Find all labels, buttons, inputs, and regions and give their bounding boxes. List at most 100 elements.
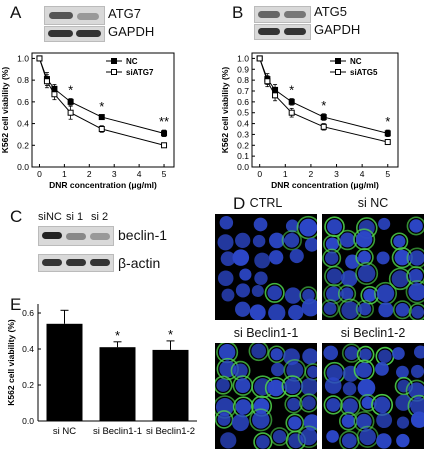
chart-a-xtick-label: 4 bbox=[137, 169, 142, 179]
cell-membrane-stain bbox=[406, 216, 424, 236]
chart-b-point bbox=[384, 130, 391, 137]
chart-a-significance-mark: * bbox=[99, 99, 104, 114]
chart-b-legend-marker bbox=[335, 58, 341, 64]
chart-a-axes-frame bbox=[31, 52, 175, 168]
blot-label-atg7: ATG7 bbox=[108, 6, 141, 21]
chart-a-ylabel: K562 cell viability (%) bbox=[0, 67, 10, 154]
lane-label-si1: si 1 bbox=[66, 211, 84, 223]
chart-b-xtick-label: 4 bbox=[360, 169, 365, 179]
cell-nucleus bbox=[409, 219, 423, 233]
cell-nucleus bbox=[270, 348, 283, 361]
chart-b-ytick-label: 0.2 bbox=[237, 140, 249, 150]
chart-a-significance-mark: ** bbox=[159, 114, 169, 129]
cell-nucleus bbox=[378, 302, 394, 318]
cell-membrane-stain bbox=[299, 393, 317, 413]
cell-nucleus bbox=[254, 252, 271, 269]
cell-nucleus bbox=[253, 217, 268, 232]
cell-nucleus bbox=[395, 303, 410, 317]
cell-nucleus bbox=[361, 396, 374, 409]
cell-membrane-stain bbox=[392, 300, 412, 320]
chart-a-xtick-label: 5 bbox=[162, 169, 167, 179]
cell-nucleus bbox=[410, 397, 424, 416]
cell-nucleus bbox=[357, 378, 376, 397]
chart-b-legend-label: NC bbox=[350, 57, 362, 66]
cell-nucleus bbox=[288, 433, 304, 449]
chart-b-legend-label: siATG5 bbox=[350, 68, 378, 77]
micro-label-beclin1-1: si Beclin1-1 bbox=[233, 326, 299, 340]
chart-b-ylabel: K562 cell viability (%) bbox=[220, 67, 230, 154]
chart-a-xtick-label: 2 bbox=[87, 169, 92, 179]
chart-a-ytick-label: 1.0 bbox=[17, 53, 29, 63]
chart-e-bar bbox=[152, 349, 189, 421]
chart-b-ytick-label: 0.5 bbox=[237, 108, 249, 118]
chart-a-xtick-label: 0 bbox=[37, 169, 42, 179]
cell-nucleus bbox=[268, 250, 284, 265]
chart-a-point bbox=[161, 130, 168, 137]
cell-nucleus bbox=[252, 234, 266, 248]
chart-a-point bbox=[51, 91, 58, 98]
cell-nucleus bbox=[233, 363, 248, 378]
blot-gapdh-a bbox=[44, 26, 105, 42]
cell-nucleus bbox=[408, 282, 424, 301]
chart-a-xtick-label: 3 bbox=[112, 169, 117, 179]
chart-a-ytick-label: 0.2 bbox=[17, 140, 29, 150]
chart-e-significance-mark: * bbox=[115, 328, 120, 343]
cell-nucleus bbox=[288, 304, 304, 320]
chart-b-significance-mark: * bbox=[289, 83, 294, 98]
cell-nucleus bbox=[376, 284, 395, 303]
cell-nucleus bbox=[326, 364, 343, 381]
chart-b-point bbox=[384, 139, 391, 146]
cell-nucleus bbox=[307, 365, 317, 378]
cell-membrane-stain bbox=[355, 262, 379, 285]
cell-membrane-stain bbox=[215, 375, 233, 395]
chart-b-ytick-label: 0.3 bbox=[237, 129, 249, 139]
cell-membrane-stain bbox=[297, 425, 317, 449]
micro-label-ctrl: CTRL bbox=[249, 196, 283, 210]
cell-nucleus bbox=[235, 399, 252, 415]
cell-nucleus bbox=[363, 288, 377, 302]
chart-a-ytick-label: 0.0 bbox=[17, 162, 29, 172]
chart-b-series-line-1 bbox=[259, 58, 388, 143]
cell-nucleus bbox=[284, 232, 300, 248]
cell-nucleus bbox=[239, 268, 252, 281]
chart-a-point bbox=[67, 98, 74, 105]
chart-a-point bbox=[43, 78, 50, 85]
panel-letter-a: A bbox=[10, 3, 22, 22]
cell-nucleus bbox=[355, 231, 373, 248]
cell-nucleus bbox=[396, 416, 410, 429]
cell-nucleus bbox=[324, 251, 339, 265]
cell-membrane-stain bbox=[253, 432, 273, 449]
chart-a-point bbox=[36, 55, 43, 62]
chart-b-xlabel: DNR concentration (μg/ml) bbox=[271, 180, 379, 190]
cell-nucleus bbox=[286, 361, 304, 379]
cell-nucleus bbox=[231, 414, 249, 432]
cell-nucleus bbox=[323, 345, 339, 361]
cell-nucleus bbox=[359, 348, 372, 361]
cell-membrane-stain bbox=[323, 395, 343, 415]
cell-nucleus bbox=[267, 285, 282, 301]
cell-nucleus bbox=[373, 396, 391, 414]
cell-nucleus bbox=[300, 378, 317, 396]
chart-a-point bbox=[98, 126, 105, 132]
chart-e-significance-mark: * bbox=[168, 327, 173, 342]
cell-nucleus bbox=[251, 343, 267, 359]
cell-nucleus bbox=[341, 301, 360, 319]
cell-nucleus bbox=[378, 349, 392, 363]
cell-nucleus bbox=[289, 248, 304, 264]
chart-b-xtick-label: 5 bbox=[385, 169, 390, 179]
cell-nucleus bbox=[376, 412, 393, 429]
chart-a-point bbox=[161, 142, 168, 149]
chart-e: 0.0 0.2 0.4 0.6 K562 cell viability (%) si NC… bbox=[6, 304, 197, 437]
cell-nucleus bbox=[326, 398, 341, 412]
cell-nucleus bbox=[359, 428, 376, 446]
cell-membrane-stain bbox=[405, 280, 424, 304]
cell-nucleus bbox=[299, 218, 317, 237]
micro-image-ctrl bbox=[215, 214, 317, 320]
chart-b-legend-marker bbox=[335, 69, 341, 75]
cell-membrane-stain bbox=[215, 410, 234, 429]
chart-a-ytick-label: 0.6 bbox=[17, 97, 29, 107]
chart-b-xtick-label: 2 bbox=[309, 169, 314, 179]
cell-membrane-stain bbox=[281, 230, 302, 251]
cell-nucleus bbox=[375, 361, 389, 376]
micro-image-beclin1-1 bbox=[215, 343, 317, 449]
